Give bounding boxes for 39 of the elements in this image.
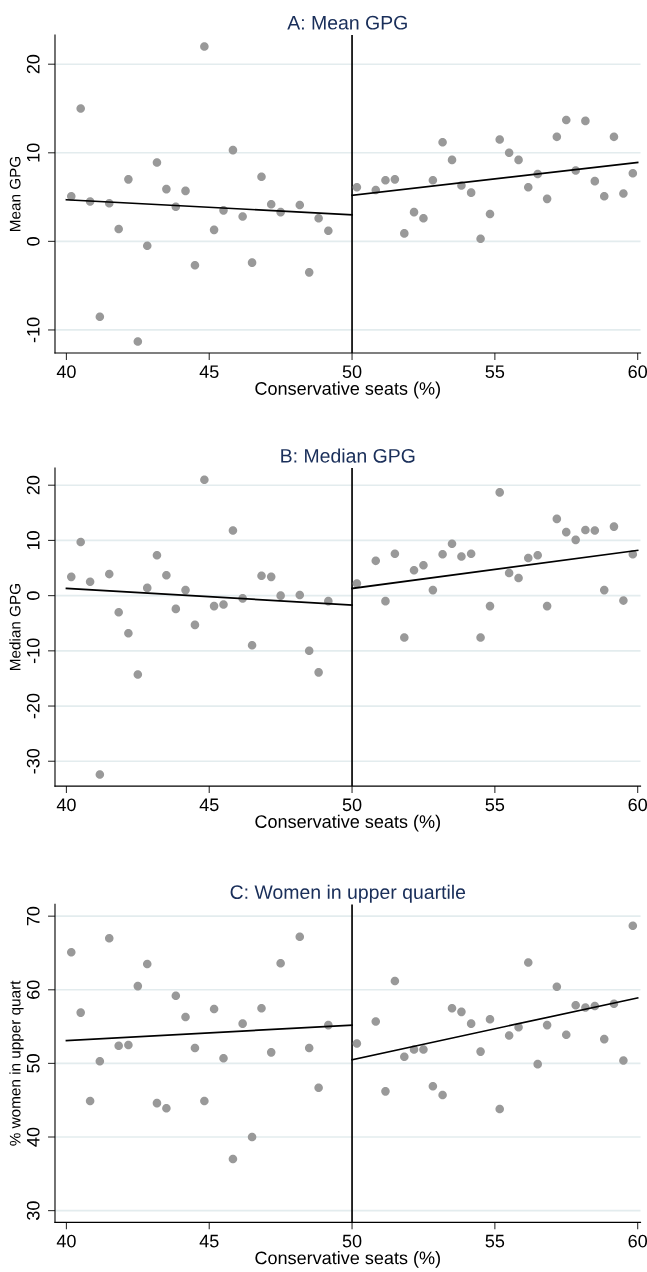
y-tick-label: 40	[26, 1127, 40, 1147]
y-tick-label: -30	[26, 748, 40, 774]
y-axis-title: Median GPG	[9, 584, 21, 670]
x-tick-label: 45	[199, 365, 219, 379]
y-tick-label: -20	[26, 693, 40, 719]
y-tick-label: 30	[26, 1201, 40, 1220]
x-tick-label: 50	[342, 1234, 362, 1248]
y-axis-title: Mean GPG	[9, 156, 21, 231]
y-tick-label: 50	[26, 1054, 40, 1073]
y-tick-label: 10	[26, 531, 40, 550]
x-tick-label: 55	[485, 365, 505, 379]
x-tick-label: 40	[56, 365, 76, 379]
y-tick-label: 20	[26, 54, 40, 74]
x-tick-label: 60	[628, 798, 647, 812]
x-tick-label: 45	[199, 1234, 219, 1248]
x-tick-label: 40	[56, 798, 76, 812]
y-tick-label: 70	[26, 906, 40, 926]
chart-title: C: Women in upper quartile	[230, 884, 466, 903]
x-tick-label: 60	[628, 1234, 647, 1248]
y-tick-label: 20	[26, 475, 40, 495]
x-tick-label: 40	[56, 1234, 76, 1248]
x-axis-title: Conservative seats (%)	[255, 814, 440, 832]
x-tick-label: 45	[199, 798, 219, 812]
x-axis-title: Conservative seats (%)	[255, 381, 440, 399]
y-tick-label: 0	[26, 237, 40, 246]
x-axis-title: Conservative seats (%)	[255, 1251, 440, 1268]
x-tick-label: 60	[628, 365, 647, 379]
y-tick-label: -10	[26, 317, 40, 343]
y-tick-label: 10	[26, 143, 40, 162]
x-tick-label: 50	[342, 798, 362, 812]
x-tick-label: 55	[485, 1234, 505, 1248]
chart-title: A: Mean GPG	[287, 15, 407, 30]
y-axis-title: % women in upper quart	[9, 980, 24, 1146]
x-tick-label: 55	[485, 798, 505, 812]
x-tick-label: 50	[342, 365, 362, 379]
y-tick-label: -10	[26, 638, 40, 664]
y-tick-label: 0	[26, 591, 40, 600]
y-tick-label: 60	[26, 980, 40, 999]
chart-title: B: Median GPG	[281, 448, 415, 463]
